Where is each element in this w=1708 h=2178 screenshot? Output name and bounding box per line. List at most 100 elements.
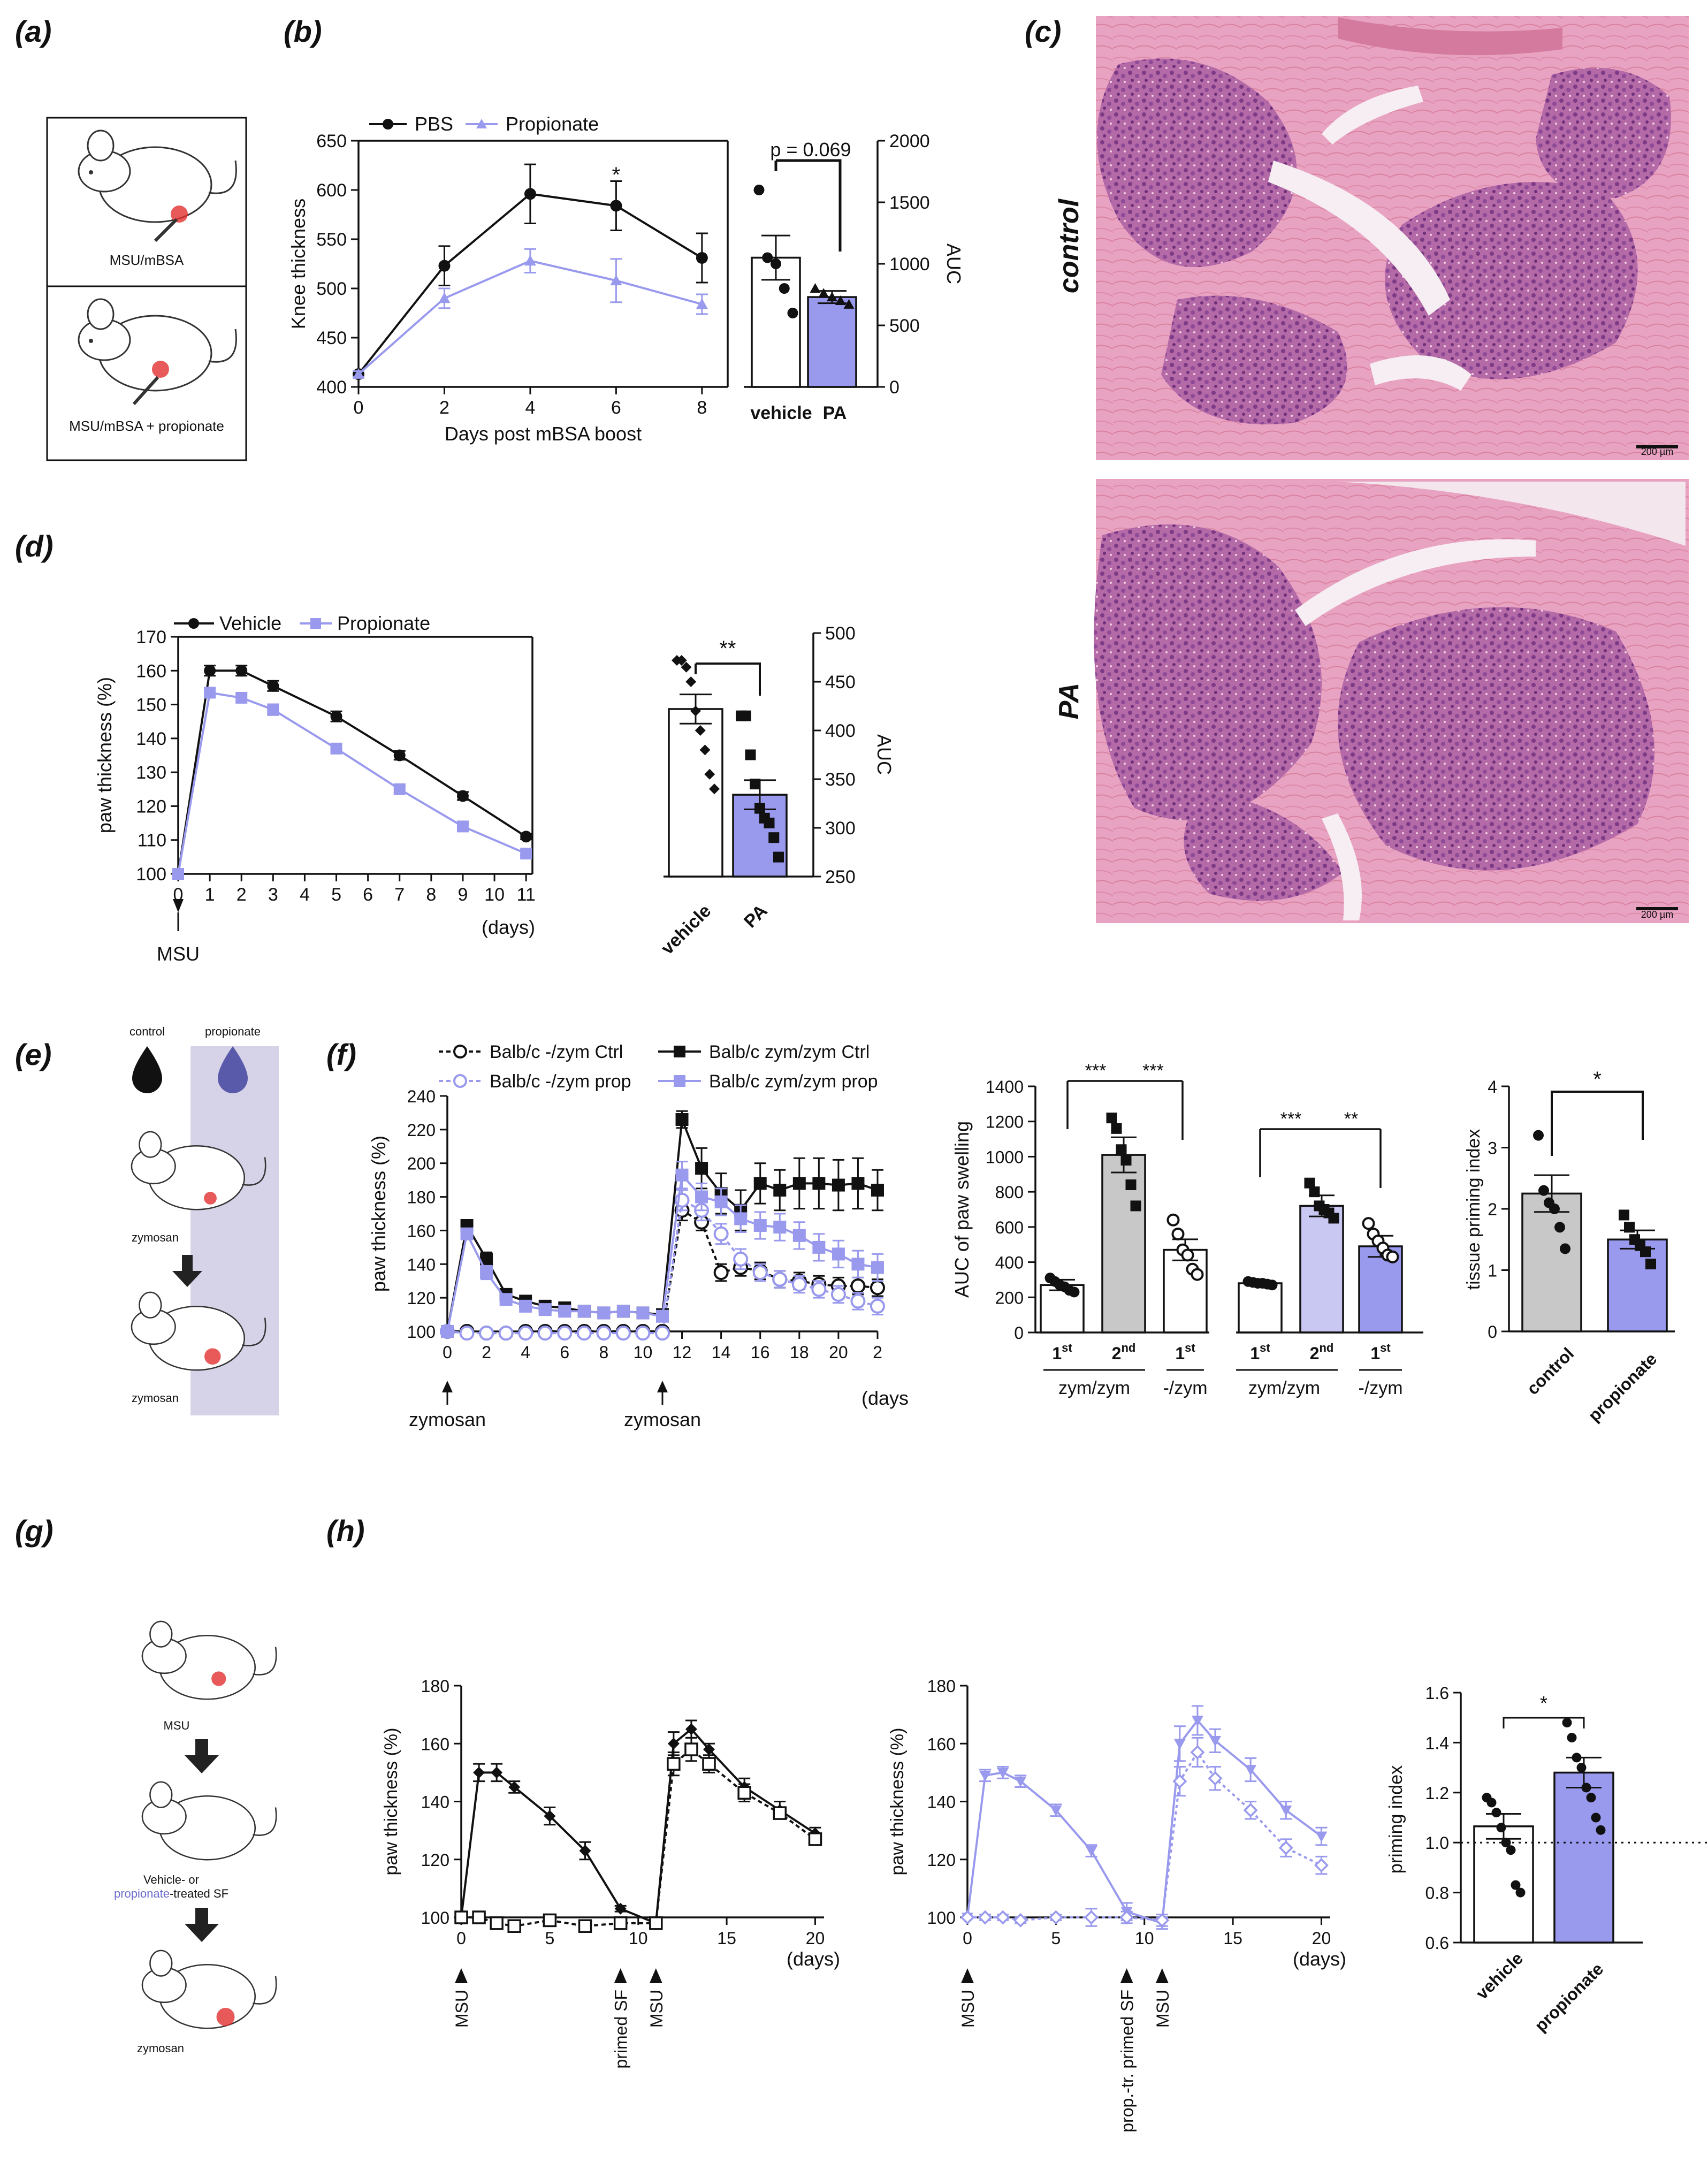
- data-point: [773, 851, 784, 863]
- data-point: [745, 749, 756, 760]
- data-point: [1572, 1753, 1582, 1763]
- x-tick-label: 6: [363, 885, 373, 905]
- significance-star: **: [719, 637, 736, 660]
- significance-bracket: [696, 662, 761, 696]
- x-axis-label: (days): [787, 1948, 840, 1970]
- data-point: [1549, 1204, 1560, 1214]
- arrow-up-icon: [649, 1968, 662, 1983]
- data-point: [676, 654, 687, 666]
- x-tick-label: 14: [712, 1343, 731, 1362]
- arrow-label: MSU: [452, 1990, 471, 2028]
- data-point: [835, 295, 846, 305]
- data-point: [871, 1261, 884, 1274]
- data-point: [576, 1326, 592, 1341]
- x-tick-label: 6: [611, 398, 621, 418]
- data-point: [709, 783, 720, 795]
- y-tick-label: 160: [927, 1734, 956, 1754]
- y-axis-label: paw thickness (%): [368, 1136, 390, 1292]
- data-point: [310, 618, 321, 629]
- panel-label-h: (h): [326, 1514, 365, 1548]
- x-category-label: 1st: [1370, 1341, 1391, 1363]
- legend-label: Balb/c zym/zym prop: [709, 1071, 878, 1092]
- y-axis-label: tissue priming index: [1463, 1129, 1484, 1290]
- x-tick-label: 4: [525, 398, 535, 418]
- data-point: [655, 1326, 670, 1341]
- data-point: [1209, 1736, 1222, 1747]
- arrow-label: MSU: [647, 1990, 666, 2028]
- data-point: [235, 665, 248, 677]
- data-point: [753, 185, 765, 195]
- drop-icon: [218, 1046, 248, 1093]
- panel-g-schematic: MSU Vehicle- or propionate-treated SF zy…: [114, 1620, 277, 2055]
- data-point: [1245, 1765, 1257, 1776]
- data-point: [1314, 1858, 1329, 1873]
- data-point: [508, 1781, 521, 1793]
- y-axis-label: priming index: [1386, 1765, 1406, 1874]
- y-tick-label: 240: [407, 1087, 436, 1106]
- y-tick-label: 800: [995, 1183, 1024, 1202]
- y-tick-label: 500: [825, 623, 856, 644]
- data-point: [1576, 1763, 1587, 1773]
- data-point: [830, 1286, 846, 1302]
- data-point: [1208, 1771, 1223, 1786]
- x-category-label: propionate: [1531, 1959, 1607, 2035]
- arrow-up-icon: [614, 1968, 627, 1983]
- data-point: [453, 1074, 467, 1088]
- p-value-label: p = 0.069: [770, 139, 851, 161]
- y-tick-label: 160: [407, 1221, 436, 1240]
- data-point: [1533, 1130, 1544, 1141]
- data-point: [1309, 1186, 1320, 1198]
- y-tick-label: 0.8: [1425, 1884, 1449, 1903]
- significance-star: ***: [1280, 1109, 1302, 1129]
- data-point: [519, 1299, 532, 1313]
- down-arrow-icon: [172, 1255, 202, 1287]
- label-zymosan-1: zymosan: [132, 1231, 179, 1244]
- y-tick-label: 180: [927, 1677, 956, 1696]
- y-tick-label: 120: [421, 1850, 449, 1870]
- data-point: [667, 1738, 680, 1750]
- data-point: [490, 1916, 504, 1930]
- data-point: [393, 749, 406, 761]
- data-point: [615, 1326, 631, 1341]
- series-line: [357, 260, 703, 375]
- data-point: [235, 691, 248, 704]
- series-line: [966, 1718, 1322, 1925]
- x-category-label: vehicle: [657, 901, 715, 958]
- mouse-icon: [141, 1620, 277, 1700]
- data-point: [740, 710, 751, 721]
- data-point: [734, 1212, 748, 1225]
- data-point: [681, 661, 692, 673]
- data-point: [1173, 1739, 1186, 1750]
- data-point: [1581, 1783, 1591, 1793]
- x-tick-label: 2: [482, 1343, 491, 1362]
- data-point: [1171, 1228, 1185, 1240]
- x-tick-label: 2: [237, 885, 247, 905]
- data-point: [499, 1293, 513, 1306]
- data-point: [204, 687, 216, 699]
- data-point: [699, 744, 711, 756]
- x-tick-label: 20: [806, 1929, 825, 1948]
- y-tick-label: 4: [1488, 1077, 1497, 1096]
- data-point: [577, 1305, 591, 1318]
- data-point: [204, 665, 216, 677]
- x-tick-label: 4: [300, 885, 310, 905]
- y-tick-label: 500: [889, 316, 920, 336]
- y-tick-label: 160: [136, 661, 166, 681]
- panel-label-c: (c): [1025, 14, 1061, 48]
- panel-label-g: (g): [15, 1514, 54, 1548]
- label-msu-d: MSU: [157, 943, 200, 965]
- x-tick-label: 10: [634, 1343, 653, 1362]
- data-point: [656, 1309, 669, 1323]
- data-point: [1130, 1200, 1141, 1212]
- data-point: [870, 1280, 885, 1296]
- data-point: [1050, 1805, 1062, 1816]
- y-tick-label: 110: [138, 831, 166, 851]
- data-point: [811, 1282, 827, 1297]
- legend-label: PBS: [415, 113, 453, 135]
- data-point: [979, 1770, 992, 1781]
- data-point: [768, 832, 780, 843]
- group-label: zym/zym: [1248, 1378, 1320, 1398]
- data-point: [1191, 1268, 1204, 1281]
- data-point: [636, 1306, 650, 1320]
- legend-label: Balb/c -/zym prop: [490, 1071, 631, 1092]
